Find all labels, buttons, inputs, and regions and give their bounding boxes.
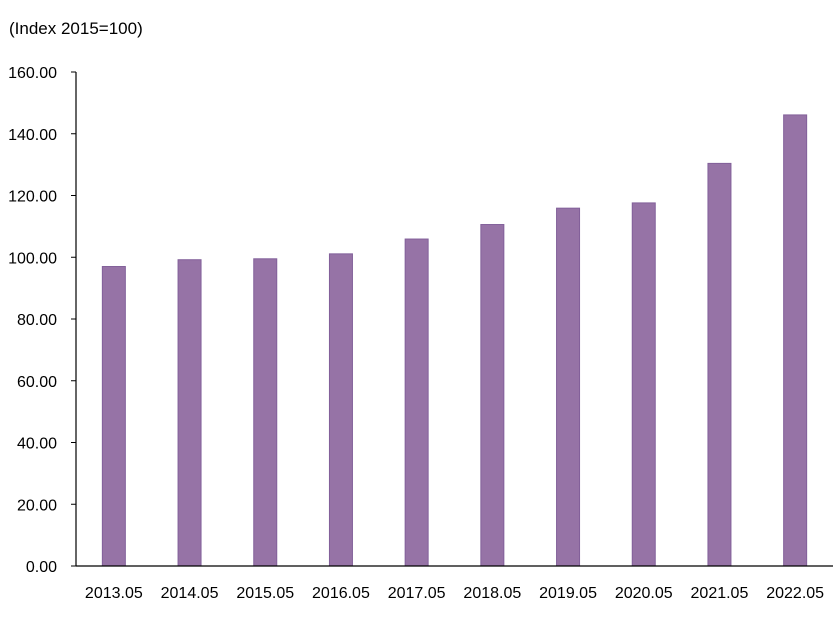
y-axis-ticks: 0.00 20.00 40.00 60.00 80.00 100.00 120.00 140.… xyxy=(8,65,76,576)
x-tick-label: 2022.05 xyxy=(766,585,824,602)
x-tick-label: 2014.05 xyxy=(161,585,219,602)
x-tick-label: 2016.05 xyxy=(312,585,370,602)
y-tick-label: 100.00 xyxy=(8,250,57,267)
bar-2018.05 xyxy=(480,224,505,567)
y-tick-label: 40.00 xyxy=(17,436,57,453)
y-axis-unit-label: (Index 2015=100) xyxy=(9,19,143,38)
x-tick-label: 2013.05 xyxy=(85,585,143,602)
bar-2016.05 xyxy=(328,253,353,567)
x-axis-ticks: 2013.05 2014.05 2015.05 2016.05 2017.05 2018.… xyxy=(85,585,824,602)
x-tick-label: 2017.05 xyxy=(388,585,446,602)
y-tick-label: 120.00 xyxy=(8,189,57,206)
bar-2020.05 xyxy=(631,202,656,567)
y-tick-label: 60.00 xyxy=(17,374,57,391)
bars-group xyxy=(101,114,808,567)
y-tick-label: 0.00 xyxy=(26,559,57,576)
bar-2013.05 xyxy=(101,266,126,567)
y-tick-label: 140.00 xyxy=(8,127,57,144)
x-tick-label: 2020.05 xyxy=(615,585,673,602)
bar-2019.05 xyxy=(556,207,581,567)
x-tick-label: 2019.05 xyxy=(539,585,597,602)
bar-2022.05 xyxy=(783,114,808,567)
y-tick-label: 20.00 xyxy=(17,497,57,514)
bar-2017.05 xyxy=(404,238,429,567)
y-tick-label: 160.00 xyxy=(8,65,57,82)
bar-2014.05 xyxy=(177,259,202,567)
x-tick-label: 2018.05 xyxy=(463,585,521,602)
bar-2015.05 xyxy=(253,258,278,567)
y-tick-label: 80.00 xyxy=(17,312,57,329)
x-tick-label: 2015.05 xyxy=(236,585,294,602)
bar-2021.05 xyxy=(707,162,732,567)
x-tick-label: 2021.05 xyxy=(691,585,749,602)
